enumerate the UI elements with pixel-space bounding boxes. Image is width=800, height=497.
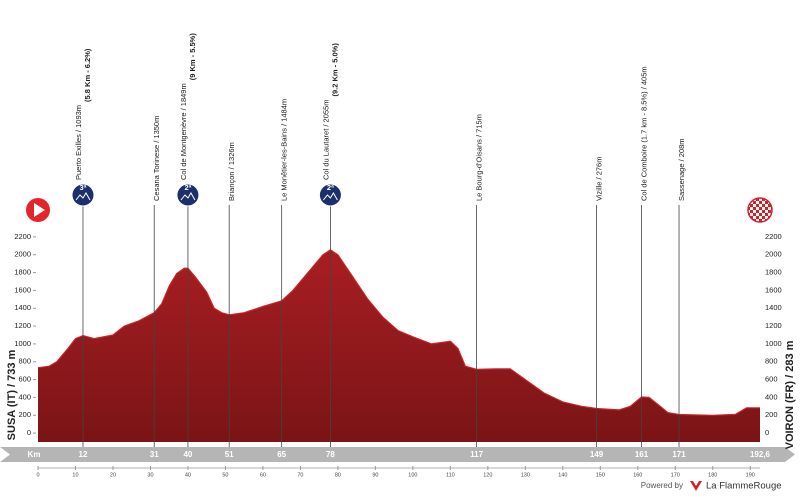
y-tick-label: 200 xyxy=(18,410,31,419)
start-label: SUSA (IT) / 733 m xyxy=(6,349,18,440)
distance-label: 192,6 xyxy=(750,450,771,459)
x-tick-label: 180 xyxy=(708,472,717,478)
waypoint-name: Le Monêtier-les-Bains / 1484m xyxy=(280,99,289,201)
x-tick-label: 30 xyxy=(147,472,153,478)
x-tick-label: 60 xyxy=(260,472,266,478)
y-tick-label-right: 1800 xyxy=(765,268,782,277)
waypoint-km: 117 xyxy=(470,450,483,459)
x-tick-label: 150 xyxy=(596,472,605,478)
y-tick-label-right: 1200 xyxy=(765,321,782,330)
waypoint-climb: (5.8 Km - 6.2%) xyxy=(83,48,92,102)
y-tick-label: 1600 xyxy=(14,285,31,294)
x-tick-label: 120 xyxy=(483,472,492,478)
elevation-line xyxy=(37,249,760,416)
y-tick-label: 1000 xyxy=(14,339,31,348)
x-tick-label: 100 xyxy=(408,472,417,478)
y-tick-label: 2200 xyxy=(14,232,31,241)
climb-category: 2ª xyxy=(184,183,191,192)
brand: La FlammeRouge xyxy=(706,481,782,492)
km-band xyxy=(0,447,795,462)
y-tick-label: 2000 xyxy=(14,250,31,259)
y-tick-label-right: 2200 xyxy=(765,232,782,241)
y-tick-label-right: 0 xyxy=(765,428,769,437)
climb-category: 3ª xyxy=(80,183,87,192)
finish-icon xyxy=(747,197,773,223)
y-tick-label: 1800 xyxy=(14,268,31,277)
waypoint-km: 161 xyxy=(635,450,649,459)
y-tick-label-right: 2000 xyxy=(765,250,782,259)
waypoint-name: Briançon / 1326m xyxy=(227,142,236,201)
waypoint-climb: (9.2 Km - 5.0%) xyxy=(330,43,339,97)
y-tick-label-right: 600 xyxy=(765,375,778,384)
y-tick-label-right: 1400 xyxy=(765,303,782,312)
x-tick-label: 40 xyxy=(185,472,191,478)
climb-badge-icon xyxy=(323,192,338,201)
y-tick-label: 800 xyxy=(18,357,31,366)
waypoint-km: 171 xyxy=(672,450,686,459)
x-tick-label: 20 xyxy=(110,472,116,478)
waypoint-km: 65 xyxy=(277,450,286,459)
climb-badge xyxy=(176,183,200,207)
x-tick-label: 90 xyxy=(372,472,378,478)
waypoint-km: 51 xyxy=(225,450,234,459)
y-tick-label: 1400 xyxy=(14,303,31,312)
x-tick-label: 50 xyxy=(222,472,228,478)
y-tick-label: 400 xyxy=(18,392,31,401)
waypoint-name: Col de Comboire (1.7 km - 8.5%) / 405m xyxy=(640,66,649,201)
x-tick-label: 0 xyxy=(36,472,39,478)
finish-label: VOIRON (FR) / 283 m xyxy=(784,340,796,449)
y-tick-label-right: 800 xyxy=(765,357,778,366)
waypoint-name: Sassenage / 208m xyxy=(677,138,686,201)
y-tick-label-right: 400 xyxy=(765,392,778,401)
y-tick-label-right: 1600 xyxy=(765,285,782,294)
waypoint-km: 40 xyxy=(183,450,192,459)
start-icon xyxy=(26,198,50,222)
waypoint-name: Col du Lautaret / 2055m xyxy=(321,100,330,180)
y-tick-label-right: 1000 xyxy=(765,339,782,348)
waypoint-climb: (9 Km - 5.5%) xyxy=(188,33,197,81)
x-tick-label: 160 xyxy=(633,472,642,478)
x-tick-label: 170 xyxy=(671,472,680,478)
climb-category: 2ª xyxy=(327,183,334,192)
climb-badge-icon xyxy=(75,192,91,201)
x-tick-label: 70 xyxy=(297,472,303,478)
powered-by: Powered by xyxy=(641,481,683,490)
waypoint-name: Le Bourg-d'Oisans / 715m xyxy=(475,114,484,201)
x-tick-label: 140 xyxy=(558,472,567,478)
x-tick-label: 190 xyxy=(746,472,755,478)
waypoint-name: Puerto Exilles / 1093m xyxy=(74,105,83,180)
elevation-area xyxy=(38,249,760,442)
waypoint-name: Cesana Torinese / 1350m xyxy=(152,116,161,201)
x-tick-label: 10 xyxy=(72,472,78,478)
x-tick-label: 130 xyxy=(521,472,530,478)
y-tick-label: 600 xyxy=(18,375,31,384)
y-tick-label: 1200 xyxy=(14,321,31,330)
climb-badge xyxy=(71,183,95,207)
waypoint-name: Col de Montgenèvre / 1849m xyxy=(179,83,188,180)
y-tick-label-right: 200 xyxy=(765,410,778,419)
waypoint-km: 78 xyxy=(326,450,335,459)
waypoint-km: 149 xyxy=(590,450,604,459)
x-tick-label: 80 xyxy=(335,472,341,478)
waypoint-km: 12 xyxy=(79,450,88,459)
y-tick-label: 0 xyxy=(27,428,31,437)
waypoint-km: 31 xyxy=(150,450,159,459)
waypoint-name: Vizille / 276m xyxy=(595,157,604,201)
climb-badge xyxy=(318,183,342,207)
brand-logo xyxy=(690,481,702,491)
x-tick-label: 110 xyxy=(446,472,455,478)
x-axis-label: Km xyxy=(28,450,41,459)
climb-badge-icon xyxy=(180,192,196,201)
